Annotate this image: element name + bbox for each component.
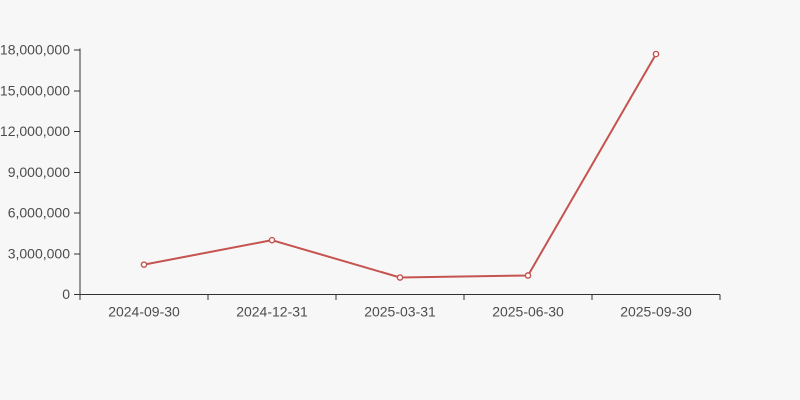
- data-point-marker[interactable]: [396, 274, 404, 281]
- y-axis-label: 12,000,000: [0, 123, 70, 139]
- y-axis-label: 18,000,000: [0, 42, 70, 58]
- x-axis-label: 2024-12-31: [236, 304, 308, 320]
- data-point-marker[interactable]: [652, 50, 660, 58]
- data-point-marker[interactable]: [268, 236, 276, 244]
- x-axis-label: 2025-03-31: [364, 304, 436, 320]
- data-point-marker[interactable]: [524, 272, 532, 279]
- series-line[interactable]: [143, 53, 657, 279]
- y-axis-label: 9,000,000: [8, 164, 70, 180]
- series-layer: [140, 50, 660, 281]
- axes-layer: [74, 48, 721, 300]
- y-axis-label: 3,000,000: [8, 245, 70, 261]
- labels-layer: 0 3,000,000 6,000,000 9,000,000 12,000,000 15…: [0, 42, 692, 320]
- data-point-marker[interactable]: [140, 261, 148, 268]
- x-axis-label: 2025-09-30: [620, 304, 692, 320]
- y-axis-label: 6,000,000: [8, 205, 70, 221]
- x-axis-label: 2025-06-30: [492, 304, 564, 320]
- y-axis-label: 0: [62, 286, 70, 302]
- y-axis-label: 15,000,000: [0, 82, 70, 98]
- x-axis-label: 2024-09-30: [108, 304, 180, 320]
